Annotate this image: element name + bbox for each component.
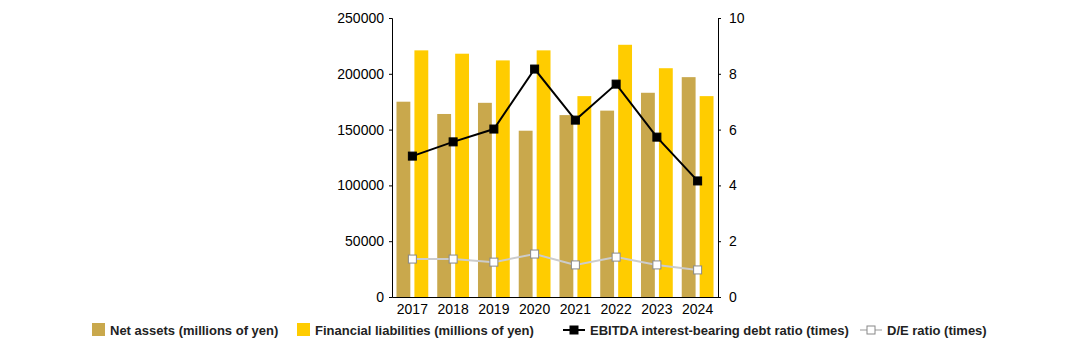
legend-item: D/E ratio (times) [860,323,987,338]
tick-label: 100000 [337,177,384,193]
marker [490,125,498,133]
line [412,254,697,270]
tick: 2020 [519,297,550,317]
tick-mark [718,241,721,242]
axis-line [393,297,719,298]
tick: 2019 [478,297,509,317]
legend-marker [867,326,875,334]
tick: 0 [718,289,737,305]
markers [408,250,701,274]
tick: 2024 [682,297,713,317]
marker [490,258,498,266]
tick-mark [718,185,721,186]
marker [612,253,620,261]
axis-line [719,19,722,298]
tick-label: 0 [376,289,384,305]
legend-label: Financial liabilities (millions of yen) [315,323,534,338]
legend-item: Financial liabilities (millions of yen) [297,323,534,338]
marker [408,255,416,263]
line [412,69,697,181]
legend-item: Net assets (millions of yen) [92,323,278,338]
marker [531,250,539,258]
tick: 250000 [337,10,392,26]
tick-label: 10 [729,10,745,26]
tick-mark [389,297,392,298]
tick-label: 6 [729,122,737,138]
tick-mark [389,185,392,186]
tick: 6 [718,122,737,138]
tick-label: 2023 [641,301,672,317]
tick-label: 250000 [337,10,384,26]
tick-mark [389,130,392,131]
legend-swatch [297,323,310,336]
tick: 100000 [337,177,392,193]
tick-label: 0 [729,289,737,305]
y2-axis: 0 2 4 6 8 10 [718,10,745,305]
tick: 2 [718,233,737,249]
marker [694,266,702,274]
legend-marker [570,326,578,334]
marker [408,152,416,160]
marker [612,80,620,88]
tick-mark [718,74,721,75]
tick: 50000 [345,233,392,249]
tick-label: 2019 [478,301,509,317]
x-axis: 2017 2018 2019 2020 2021 2022 2023 2024 [393,297,719,317]
tick: 0 [376,289,392,305]
tick-label: 2017 [397,301,428,317]
tick-label: 50000 [345,233,384,249]
bar [559,115,573,297]
tick-label: 2024 [682,301,713,317]
marker [694,177,702,185]
legend-item: EBITDA interest-bearing debt ratio (time… [563,323,849,338]
tick-mark [718,18,721,19]
markers [408,65,701,185]
bar [396,102,410,297]
tick: 2017 [397,297,428,317]
tick: 150000 [337,122,392,138]
tick: 2018 [438,297,469,317]
tick-mark [389,241,392,242]
marker [449,138,457,146]
tick: 2022 [601,297,632,317]
tick: 2023 [641,297,672,317]
tick-label: 2018 [438,301,469,317]
tick: 4 [718,177,737,193]
y-axis: 0 50000 100000 150000 200000 250000 [337,10,392,305]
legend-label: Net assets (millions of yen) [110,323,278,338]
tick: 10 [718,10,745,26]
tick: 200000 [337,66,392,82]
legend: Net assets (millions of yen) Financial li… [92,323,987,338]
tick-label: 2021 [560,301,591,317]
tick-mark [389,18,392,19]
bar [682,77,696,297]
tick-label: 2022 [601,301,632,317]
marker [571,116,579,124]
axis-line [389,19,393,298]
tick-label: 2 [729,233,737,249]
tick-mark [389,74,392,75]
marker [571,261,579,269]
tick-mark [718,130,721,131]
tick-label: 2020 [519,301,550,317]
legend-label: EBITDA interest-bearing debt ratio (time… [590,323,849,338]
chart: 0 50000 100000 150000 200000 250000 0 2 4 6 8 10 201… [0,0,1080,346]
marker [531,65,539,73]
bar [519,131,533,297]
plot-area [396,45,713,297]
tick: 2021 [560,297,591,317]
tick: 8 [718,66,737,82]
legend-swatch [92,323,105,336]
marker [653,261,661,269]
tick-label: 8 [729,66,737,82]
marker [653,133,661,141]
tick-label: 150000 [337,122,384,138]
bar [600,111,614,297]
tick-label: 200000 [337,66,384,82]
marker [449,255,457,263]
tick-label: 4 [729,177,737,193]
legend-label: D/E ratio (times) [887,323,987,338]
